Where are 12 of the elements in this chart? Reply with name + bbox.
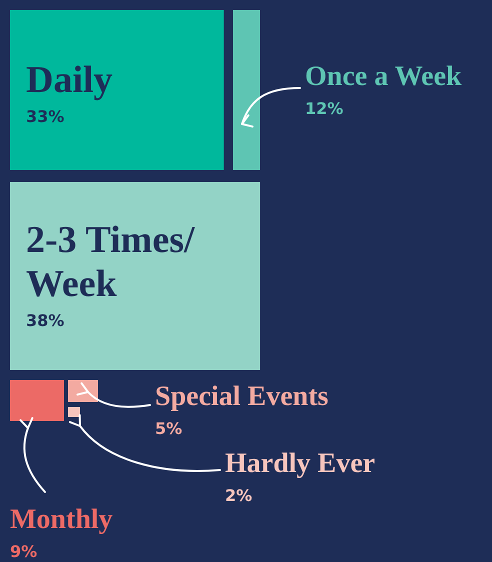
category-label: Once a Week [305,61,462,92]
data-label: 5% [155,419,182,438]
data-label: 2% [225,486,252,505]
data-label: 33% [26,107,64,126]
category-label: Hardly Ever [225,448,376,479]
data-label: 12% [305,99,344,118]
data-label: 9% [10,542,38,561]
category-label: Special Events [155,381,329,412]
category-label: Daily [26,59,113,101]
category-label: Monthly [10,504,113,535]
category-label: 2-3 Times/Week [26,219,195,305]
data-label: 38% [26,311,64,330]
